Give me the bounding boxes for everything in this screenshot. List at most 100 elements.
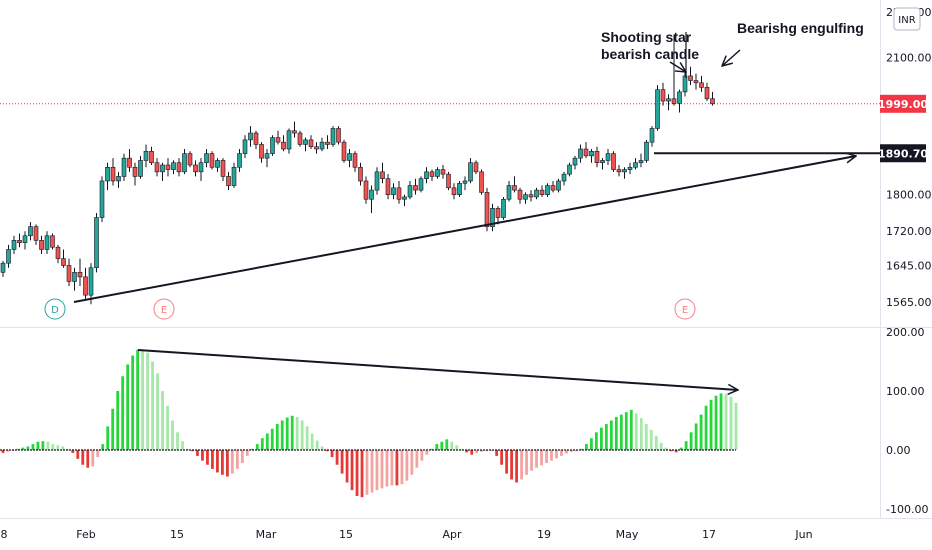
candle-body: [606, 154, 610, 161]
histogram-bar: [720, 393, 723, 450]
histogram-bar: [590, 438, 593, 450]
candle-body: [617, 170, 621, 172]
histogram-bar: [331, 450, 334, 457]
histogram-bar: [705, 406, 708, 450]
candle-body: [194, 165, 198, 172]
candle-body: [590, 151, 594, 156]
candle-body: [337, 128, 341, 142]
candle-body: [232, 167, 236, 185]
candle-body: [359, 167, 363, 181]
candle-body: [595, 151, 599, 162]
histogram-bar: [381, 450, 384, 488]
candle-body: [117, 176, 121, 181]
histogram-tick-3: -100.00: [886, 503, 928, 516]
candle-body: [452, 188, 456, 195]
time-tick-5: Apr: [442, 528, 462, 541]
candle: [502, 197, 506, 220]
histogram-bar: [176, 432, 179, 450]
candle-body: [34, 227, 38, 241]
histogram-bar: [725, 394, 728, 450]
candle-body: [177, 163, 181, 172]
histogram-bar: [126, 364, 129, 450]
candle-body: [474, 163, 478, 172]
event-marker-dividend[interactable]: D: [45, 299, 65, 319]
candle-body: [667, 99, 671, 101]
histogram-bar: [121, 376, 124, 450]
price-tick-6: 1645.00: [886, 259, 932, 272]
histogram-bar: [510, 450, 513, 480]
candle-body: [419, 179, 423, 190]
histogram-bar: [181, 441, 184, 450]
candle-body: [639, 160, 643, 162]
candle-body: [320, 142, 324, 149]
histogram-bar: [615, 417, 618, 450]
candle-body: [73, 272, 77, 281]
time-axis: 8 Feb 15 Mar 15 Apr 19 May 17 Jun: [1, 528, 813, 541]
candle-body: [12, 240, 16, 249]
histogram-bar: [346, 450, 349, 482]
candle-body: [403, 197, 407, 199]
candle-body: [227, 176, 231, 185]
candle-body: [166, 165, 170, 170]
histogram-bar: [730, 397, 733, 450]
histogram-bar: [136, 350, 139, 450]
candle-body: [672, 99, 676, 104]
candle-body: [430, 172, 434, 177]
histogram-bar: [146, 353, 149, 450]
currency-badge[interactable]: INR: [894, 8, 920, 30]
candle-body: [381, 172, 385, 179]
histogram-bar: [540, 450, 543, 465]
histogram-bar: [216, 450, 219, 472]
histogram-bar: [366, 450, 369, 495]
histogram-bar: [231, 450, 234, 474]
histogram-bar: [560, 450, 563, 456]
time-tick-0: 8: [1, 528, 8, 541]
candle: [100, 176, 104, 222]
candle-body: [23, 236, 27, 243]
histogram-bar: [520, 450, 523, 480]
histogram-bar: [401, 450, 404, 484]
histogram-bar: [376, 450, 379, 490]
candle-body: [524, 195, 528, 200]
histogram-bar: [51, 444, 54, 450]
candle: [480, 170, 484, 195]
event-marker-earnings-2[interactable]: E: [675, 299, 695, 319]
candle-body: [612, 154, 616, 170]
histogram-bar: [710, 400, 713, 450]
candle-body: [425, 172, 429, 179]
candle-body: [370, 190, 374, 199]
candle-body: [293, 131, 297, 133]
candle-body: [51, 236, 55, 247]
histogram-bar: [410, 450, 413, 475]
candle-body: [485, 192, 489, 226]
histogram-bar: [241, 450, 244, 463]
histogram-bar: [76, 450, 79, 459]
candle-body: [711, 99, 715, 104]
histogram-bar: [246, 450, 249, 456]
histogram-trend-arrow: [138, 350, 738, 390]
candle-body: [67, 265, 71, 281]
candle-body: [436, 170, 440, 177]
histogram-bar: [356, 450, 359, 496]
histogram-bar: [391, 450, 394, 485]
price-tick-1: 2100.00: [886, 52, 932, 65]
candle-body: [535, 190, 539, 197]
candle-body: [298, 133, 302, 144]
event-marker-earnings-1[interactable]: E: [154, 299, 174, 319]
candle-body: [557, 181, 561, 190]
candle-body: [100, 181, 104, 218]
candle-body: [221, 160, 225, 176]
candle: [557, 179, 561, 193]
histogram-bar: [86, 450, 89, 468]
histogram-bar: [625, 412, 628, 450]
histogram-bar: [605, 424, 608, 450]
price-pane: [0, 0, 880, 327]
candle: [546, 183, 550, 197]
candle-body: [161, 165, 165, 172]
candle-body: [375, 172, 379, 190]
histogram-bar: [171, 421, 174, 451]
histogram-bar: [291, 416, 294, 450]
histogram-bar: [545, 450, 548, 463]
histogram-bar: [440, 442, 443, 450]
